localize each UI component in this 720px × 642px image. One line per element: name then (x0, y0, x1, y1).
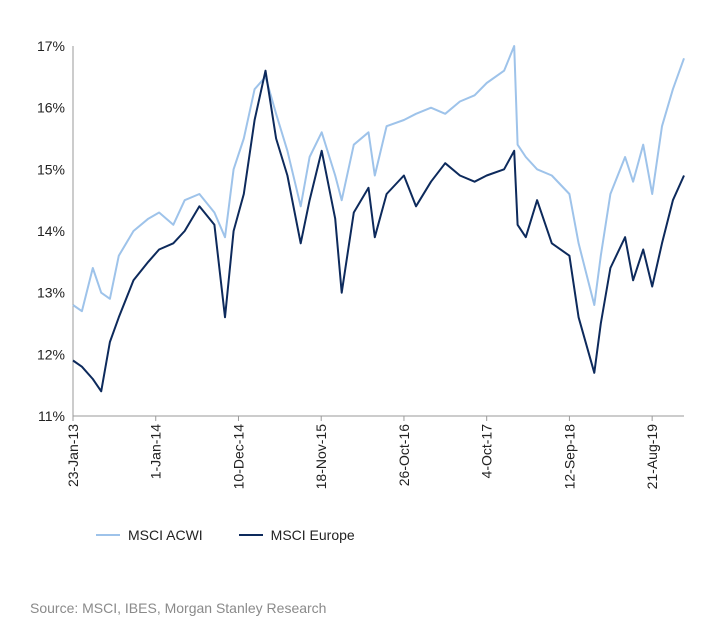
x-tick-label: 1-Jan-14 (148, 424, 164, 479)
x-tick-label: 12-Sep-18 (561, 424, 577, 490)
x-tick-label: 21-Aug-19 (644, 424, 660, 490)
y-tick-label: 11% (38, 408, 65, 424)
legend-label-acwi: MSCI ACWI (128, 527, 203, 543)
series-line-msci-acwi (72, 45, 685, 313)
y-tick-labels: 11% 12% 13% 14% 15% 16% 17% (37, 38, 65, 424)
legend-label-europe: MSCI Europe (270, 527, 355, 543)
x-tick-label: 4-Oct-17 (479, 424, 495, 479)
x-tick-label: 10-Dec-14 (230, 424, 246, 490)
y-tick-label: 14% (37, 223, 65, 239)
line-chart: 11% 12% 13% 14% 15% 16% 17% 23-Jan-13 1-Jan-14 1… (37, 38, 685, 489)
y-tick-label: 12% (37, 346, 65, 362)
y-tick-label: 13% (37, 285, 65, 301)
x-tick-labels: 23-Jan-13 1-Jan-14 10-Dec-14 18-Nov-15 26-Oc… (65, 416, 660, 489)
series-line-msci-europe (72, 69, 685, 393)
y-tick-label: 15% (37, 161, 65, 177)
x-tick-label: 26-Oct-16 (396, 424, 412, 486)
legend-item-europe: MSCI Europe (238, 527, 355, 543)
legend-item-acwi: MSCI ACWI (96, 527, 203, 543)
legend-swatch-acwi (96, 534, 120, 536)
series-lines (72, 45, 685, 393)
source-note: Source: MSCI, IBES, Morgan Stanley Resea… (30, 600, 327, 616)
legend: MSCI ACWI MSCI Europe (96, 527, 355, 543)
x-tick-label: 18-Nov-15 (313, 424, 329, 490)
x-tick-label: 23-Jan-13 (65, 424, 81, 487)
y-tick-label: 17% (37, 38, 65, 54)
y-tick-label: 16% (37, 100, 65, 116)
legend-swatch-europe (238, 534, 263, 536)
